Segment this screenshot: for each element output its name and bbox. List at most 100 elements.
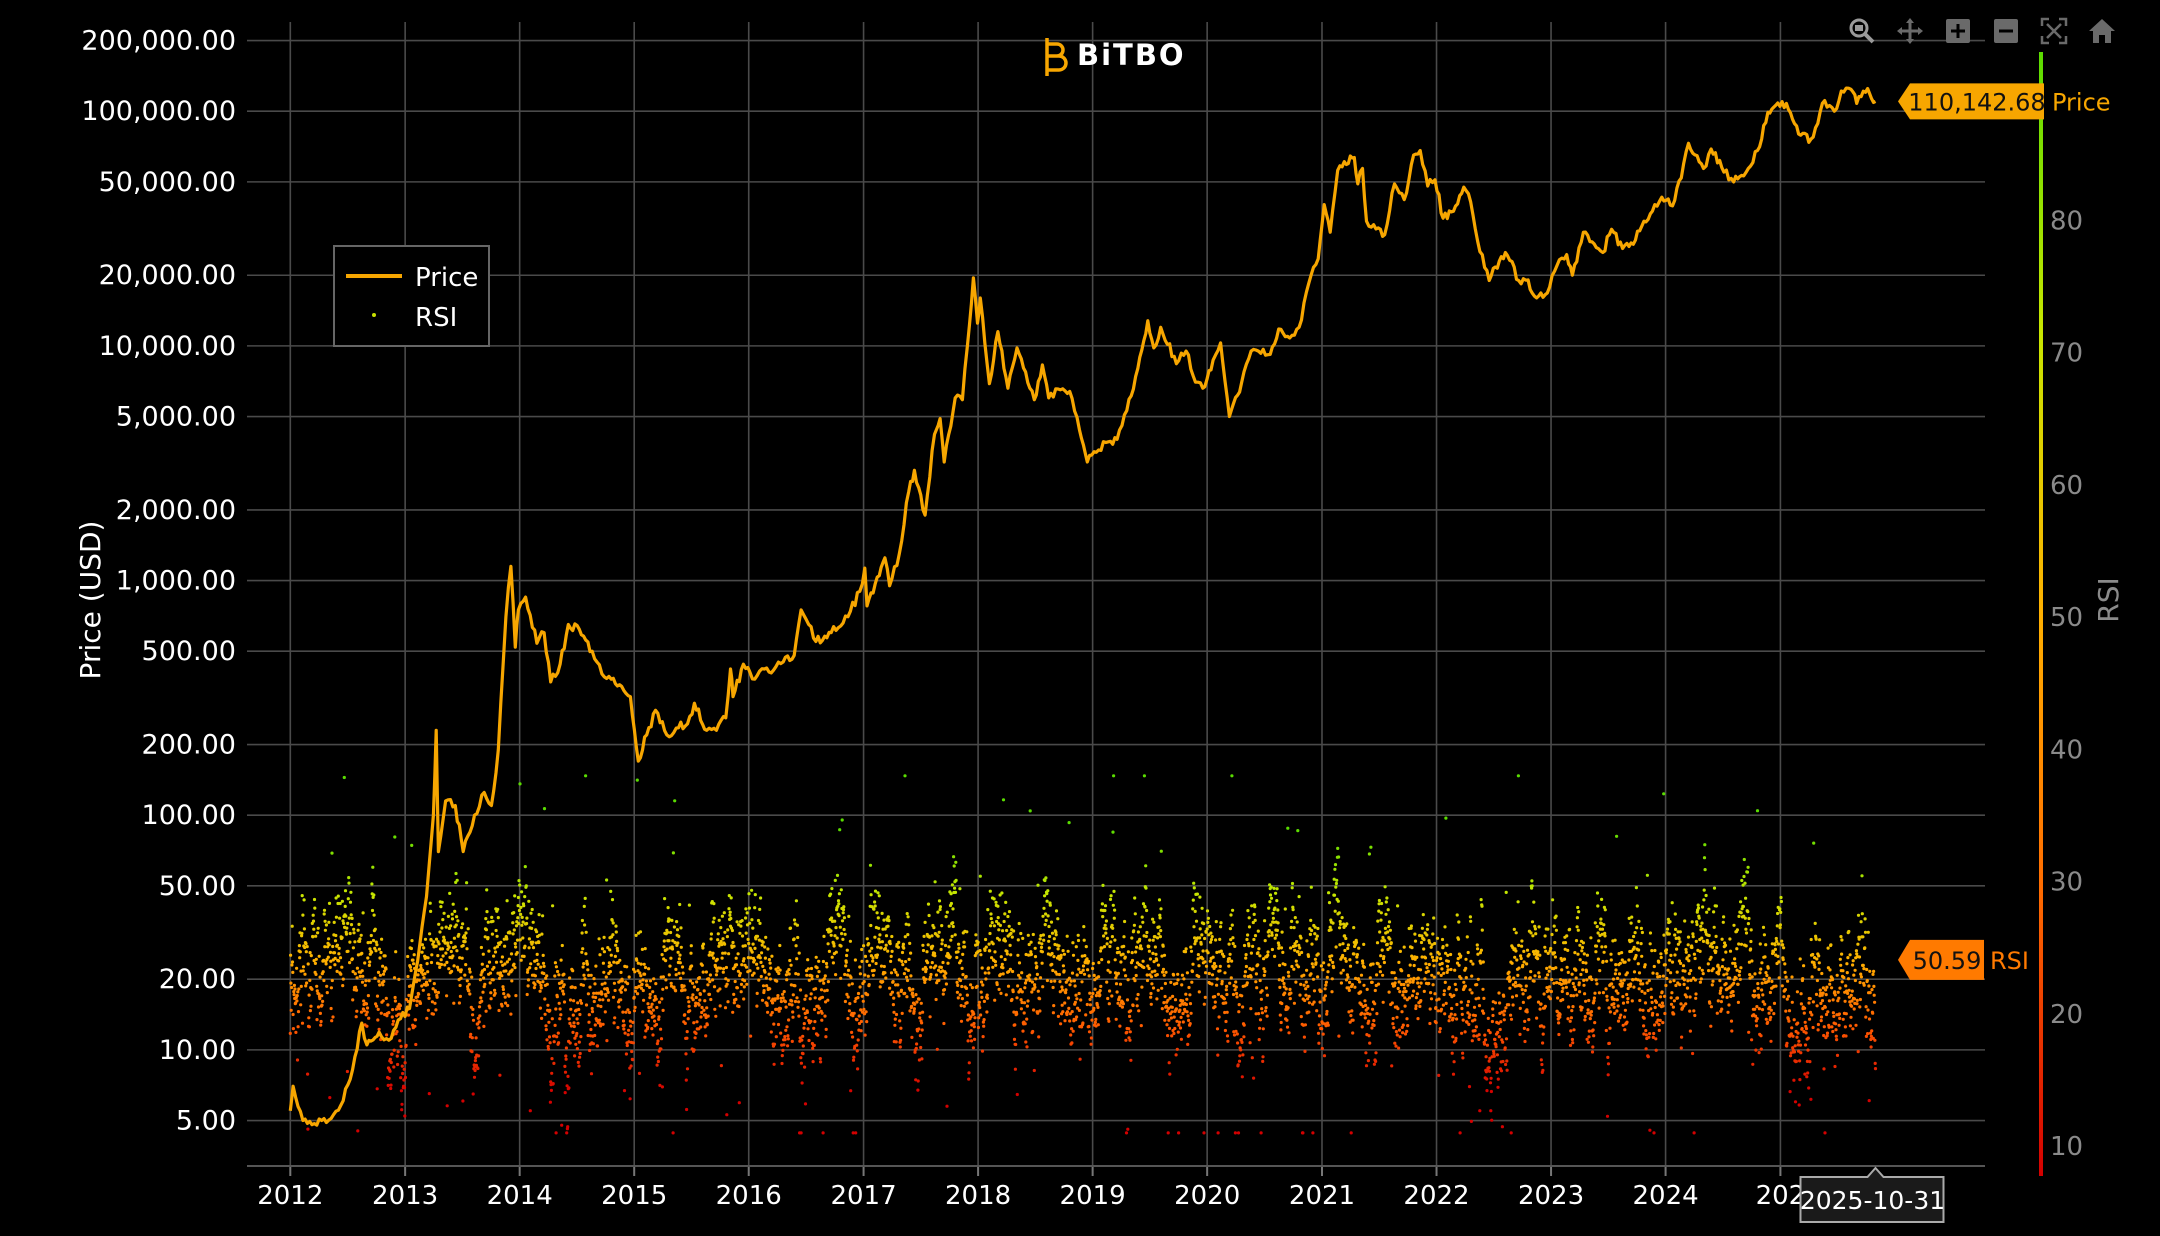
rsi-point bbox=[1393, 1041, 1397, 1045]
rsi-point bbox=[360, 951, 364, 956]
rsi-point bbox=[1581, 941, 1585, 945]
rsi-point bbox=[959, 1004, 963, 1008]
rsi-point bbox=[1365, 987, 1369, 992]
rsi-point bbox=[732, 1001, 736, 1005]
rsi-point bbox=[577, 1040, 581, 1044]
rsi-point bbox=[1294, 980, 1298, 984]
rsi-point bbox=[619, 970, 623, 975]
rsi-point bbox=[777, 1009, 781, 1013]
rsi-point bbox=[337, 946, 341, 951]
rsi-point bbox=[1205, 909, 1210, 913]
rsi-point bbox=[1433, 941, 1437, 946]
rsi-point bbox=[1845, 971, 1849, 975]
rsi-point bbox=[306, 1127, 310, 1131]
rsi-point bbox=[1189, 1011, 1193, 1015]
rsi-point bbox=[1739, 966, 1743, 970]
rsi-point bbox=[1437, 1073, 1441, 1077]
rsi-point bbox=[1313, 932, 1317, 936]
rsi-point bbox=[937, 899, 942, 903]
rsi-point bbox=[1660, 990, 1664, 994]
rsi-point bbox=[675, 920, 679, 924]
rsi-point bbox=[484, 928, 488, 932]
rsi-point bbox=[1455, 1002, 1459, 1007]
rsi-point bbox=[1365, 1011, 1370, 1016]
rsi-point bbox=[606, 946, 610, 950]
rsi-point bbox=[499, 940, 503, 944]
rsi-point bbox=[614, 924, 618, 928]
rsi-point bbox=[1721, 995, 1725, 999]
rsi-point bbox=[1822, 1025, 1826, 1029]
rsi-point bbox=[1585, 978, 1589, 982]
rsi-point bbox=[997, 928, 1001, 932]
rsi-point bbox=[385, 1033, 389, 1037]
rsi-point bbox=[1673, 912, 1677, 916]
rsi-point bbox=[753, 893, 757, 897]
rsi-point bbox=[1001, 966, 1005, 970]
rsi-point bbox=[1646, 1055, 1650, 1059]
rsi-point bbox=[1034, 977, 1038, 981]
rsi-point bbox=[1509, 1017, 1514, 1021]
rsi-point bbox=[1816, 1028, 1820, 1032]
rsi-point bbox=[974, 933, 978, 937]
rsi-point bbox=[1163, 994, 1167, 999]
rsi-point bbox=[1357, 946, 1361, 950]
rsi-point bbox=[1499, 1020, 1503, 1024]
rsi-point bbox=[1605, 959, 1609, 963]
rsi-point bbox=[1047, 946, 1051, 950]
rsi-point bbox=[1512, 927, 1516, 932]
rsi-point bbox=[1604, 1028, 1608, 1033]
rsi-point bbox=[1574, 976, 1578, 980]
rsi-point bbox=[1210, 973, 1215, 977]
rsi-point bbox=[1581, 960, 1585, 965]
rsi-point bbox=[1792, 1050, 1797, 1054]
rsi-point bbox=[1503, 1009, 1507, 1013]
rsi-point bbox=[761, 964, 765, 969]
rsi-point bbox=[1565, 992, 1569, 996]
rsi-point bbox=[1376, 919, 1380, 923]
rsi-point bbox=[1440, 961, 1444, 966]
rsi-point bbox=[1557, 1032, 1561, 1037]
rsi-point bbox=[831, 961, 836, 965]
rsi-point bbox=[811, 1060, 815, 1064]
rsi-point bbox=[666, 906, 670, 910]
rsi-point bbox=[1395, 1015, 1399, 1019]
rsi-point bbox=[823, 974, 827, 978]
rsi-point bbox=[865, 959, 869, 964]
rsi-point bbox=[454, 871, 458, 876]
rsi-point bbox=[1588, 1017, 1592, 1021]
rsi-point bbox=[1268, 900, 1272, 904]
rsi-point bbox=[1730, 1029, 1734, 1033]
rsi-point bbox=[339, 972, 343, 976]
rsi-point bbox=[291, 1027, 295, 1031]
rsi-point bbox=[1738, 977, 1742, 982]
rsi-point bbox=[699, 1015, 703, 1019]
rsi-point bbox=[944, 915, 948, 919]
rsi-point bbox=[1283, 963, 1287, 967]
rsi-point bbox=[1056, 1014, 1060, 1019]
rsi-point bbox=[1620, 958, 1624, 962]
rsi-point bbox=[555, 1035, 559, 1039]
rsi-point bbox=[567, 1086, 571, 1090]
rsi-point bbox=[772, 1042, 777, 1046]
rsi-point bbox=[784, 973, 789, 977]
rsi-point bbox=[840, 919, 845, 923]
rsi-point bbox=[592, 999, 596, 1004]
rsi-point bbox=[1372, 1062, 1376, 1066]
rsi-point bbox=[1552, 924, 1556, 928]
rsi-point bbox=[1386, 908, 1390, 912]
rsi-point bbox=[1651, 971, 1655, 975]
rsi-point bbox=[880, 940, 885, 944]
rsi-point bbox=[621, 1019, 626, 1023]
rsi-point bbox=[1716, 963, 1720, 967]
rsi-point bbox=[1081, 964, 1086, 968]
rsi-point bbox=[1286, 1006, 1290, 1010]
rsi-point bbox=[302, 927, 306, 931]
rsi-point bbox=[1843, 999, 1847, 1003]
rsi-point bbox=[317, 954, 321, 958]
rsi-point bbox=[924, 977, 928, 981]
rsi-point bbox=[485, 910, 489, 914]
rsi-point bbox=[1290, 919, 1294, 924]
rsi-point bbox=[785, 970, 789, 974]
rsi-point bbox=[1669, 971, 1673, 975]
